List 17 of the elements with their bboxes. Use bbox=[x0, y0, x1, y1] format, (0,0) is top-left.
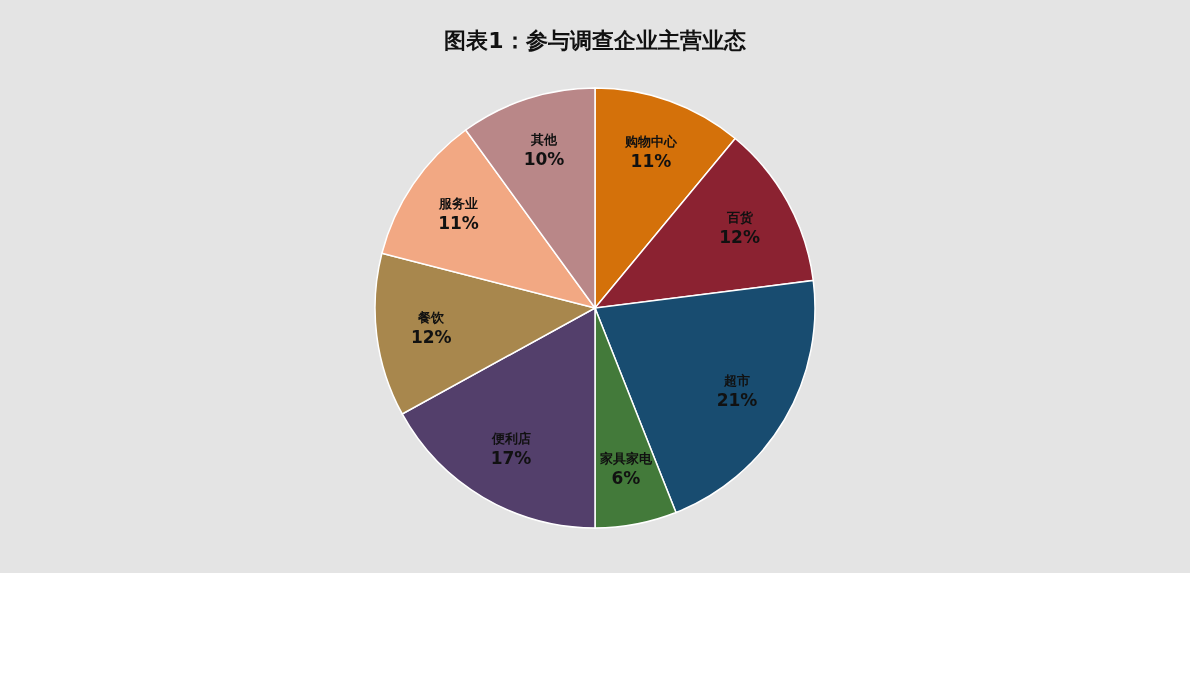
data-label: 10% bbox=[523, 149, 565, 170]
data-label: 17% bbox=[490, 448, 532, 469]
slice-label: 购物中心 bbox=[623, 133, 678, 149]
data-label: 21% bbox=[716, 389, 758, 410]
slice-label: 超市 bbox=[723, 372, 751, 388]
chart-title: 图表1：参与调查企业主营业态 bbox=[444, 28, 746, 53]
data-label: 11% bbox=[630, 150, 672, 171]
slice-label: 餐饮 bbox=[417, 309, 446, 325]
data-label: 6% bbox=[611, 468, 641, 489]
slice-label: 其他 bbox=[530, 132, 559, 148]
slice-label: 便利店 bbox=[490, 431, 531, 447]
slice-label: 百货 bbox=[725, 209, 754, 225]
data-label: 12% bbox=[719, 226, 760, 247]
data-label: 12% bbox=[410, 326, 452, 347]
data-label: 11% bbox=[438, 213, 479, 234]
slice-label: 家具家电 bbox=[598, 451, 653, 467]
slice-label: 服务业 bbox=[438, 196, 479, 212]
